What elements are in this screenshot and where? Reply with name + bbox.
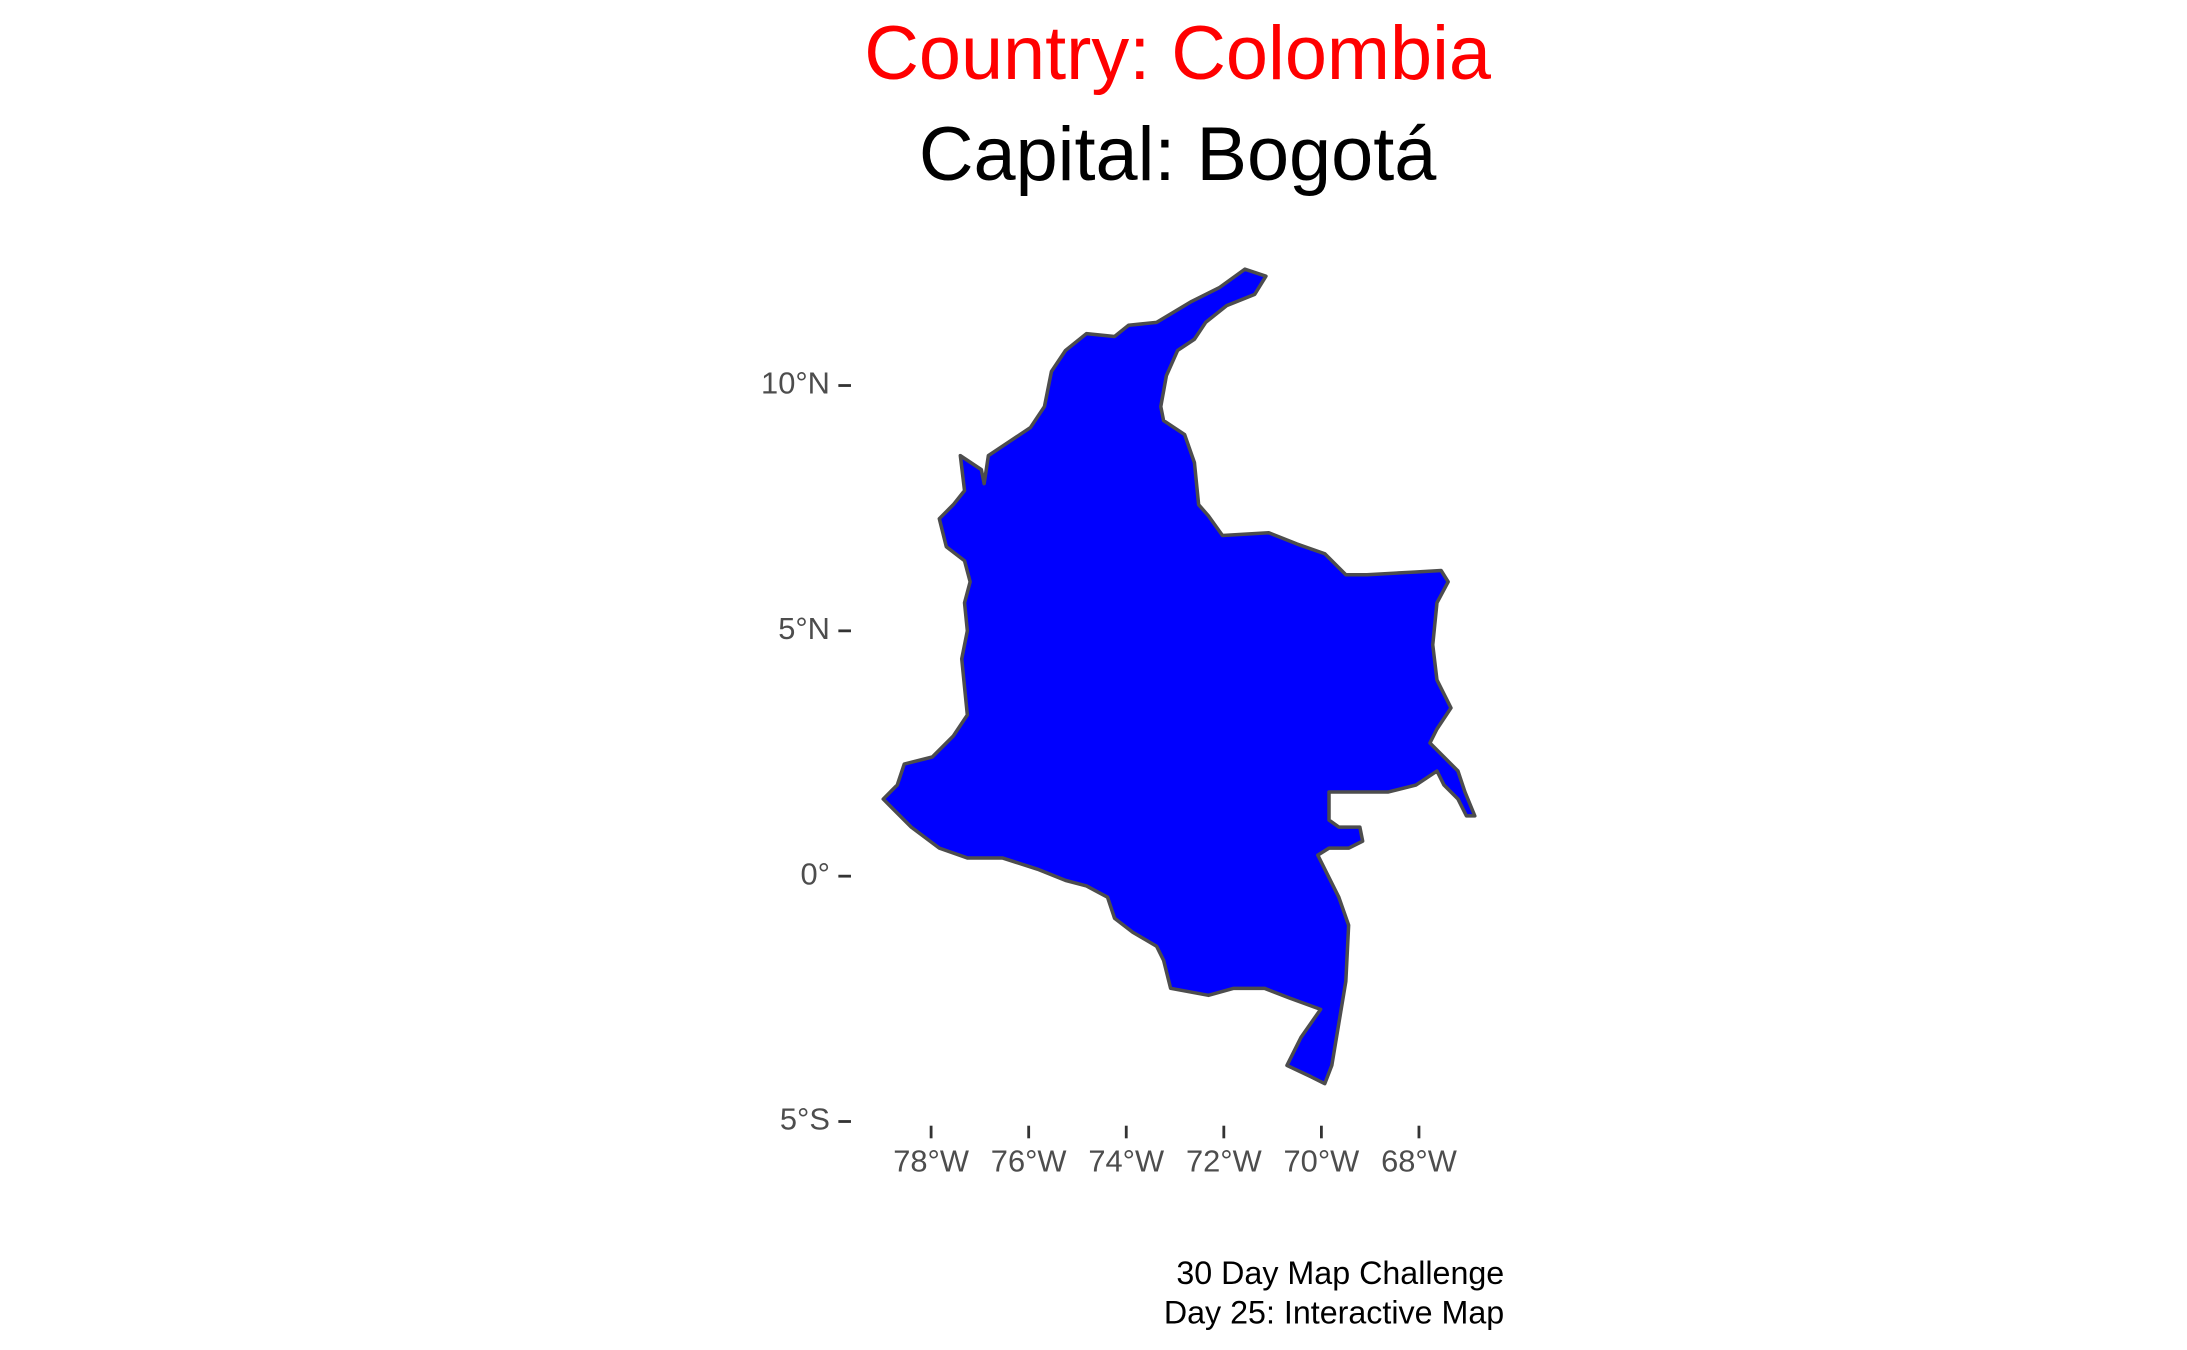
y-tick-label: 10°N (761, 366, 830, 401)
x-tick-label: 70°W (1284, 1144, 1360, 1179)
x-tick-label: 74°W (1088, 1144, 1164, 1179)
country-shape (881, 267, 1477, 1086)
x-tick-label: 76°W (991, 1144, 1067, 1179)
x-tick-label: 72°W (1186, 1144, 1262, 1179)
caption-line: Day 25: Interactive Map (1164, 1294, 1504, 1330)
subtitle: Capital: Bogotá (919, 112, 1437, 197)
caption-line: 30 Day Map Challenge (1176, 1255, 1504, 1291)
x-tick-label: 68°W (1381, 1144, 1457, 1179)
y-tick-label: 0° (800, 856, 829, 891)
axes: 10°N 5°N 0° 5°S 78°W 76°W 74°W 72°W 70°W 68°W (761, 366, 1457, 1179)
title: Country: Colombia (864, 11, 1492, 96)
y-tick-label: 5°S (780, 1102, 830, 1137)
y-tick-label: 5°N (778, 611, 830, 646)
x-tick-label: 78°W (893, 1144, 969, 1179)
